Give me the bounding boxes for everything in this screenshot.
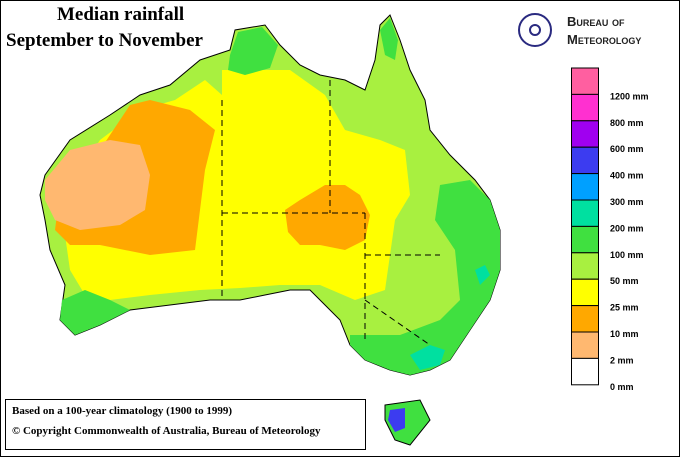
legend-swatch	[571, 67, 599, 95]
legend: 1200 mm 800 mm 600 mm 400 mm 300 mm 200 mm 100…	[571, 67, 649, 392]
footnote-line1: Based on a 100-year climatology (1900 to…	[12, 405, 232, 417]
legend-swatch	[571, 252, 599, 280]
legend-swatch	[571, 173, 599, 201]
light-orange-west	[45, 140, 150, 230]
legend-swatch	[571, 331, 599, 359]
legend-label: 2 mm	[610, 355, 634, 365]
legend-swatch	[571, 199, 599, 227]
green-cape	[380, 18, 398, 60]
green-north	[228, 27, 278, 75]
legend-label: 300 mm	[610, 197, 644, 207]
legend-label: 50 mm	[610, 276, 639, 286]
legend-label: 0 mm	[610, 382, 634, 392]
legend-swatch	[571, 357, 599, 386]
legend-label: 800 mm	[610, 118, 644, 128]
legend-label: 100 mm	[610, 250, 644, 260]
footnote-box	[5, 399, 366, 450]
legend-swatch	[571, 120, 599, 148]
legend-swatch	[571, 305, 599, 333]
legend-label: 400 mm	[610, 171, 644, 181]
orange-centre	[285, 185, 370, 250]
logo-line1: Bureau of	[567, 14, 625, 29]
legend-swatch	[571, 225, 599, 254]
title-line1: Median rainfall	[57, 4, 184, 25]
map	[39, 14, 501, 446]
legend-swatch	[571, 146, 599, 175]
logo-swirl	[518, 13, 552, 47]
footnote-line2: © Copyright Commonwealth of Australia, B…	[12, 425, 321, 437]
legend-label: 600 mm	[610, 144, 644, 154]
logo-line2: Meteorology	[567, 32, 641, 47]
state-borders	[221, 80, 440, 346]
green-east	[350, 180, 500, 375]
legend-swatch	[571, 278, 599, 307]
legend-label: 10 mm	[610, 329, 639, 339]
legend-label: 200 mm	[610, 223, 644, 233]
title-line2: September to November	[6, 30, 204, 51]
tasmania-wet	[388, 408, 405, 432]
legend-swatch	[571, 93, 599, 122]
legend-label: 25 mm	[610, 303, 639, 313]
green-southwest	[60, 290, 130, 335]
blue-east-spots	[410, 265, 490, 370]
legend-label: 1200 mm	[610, 91, 649, 101]
